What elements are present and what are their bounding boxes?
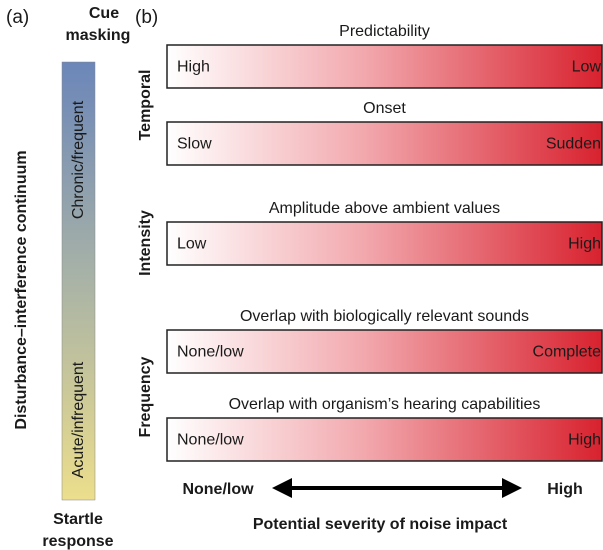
panel-label: (b) — [135, 7, 158, 28]
top-label: Cue — [89, 5, 119, 22]
gradient-bar — [166, 44, 603, 89]
gradient-bar — [166, 417, 603, 462]
group-label: Temporal — [137, 70, 154, 141]
row-title: Overlap with biologically relevant sound… — [240, 308, 529, 325]
scale-right: High — [547, 481, 583, 498]
right-end: High — [568, 236, 601, 253]
scale-caption: Potential severity of noise impact — [253, 516, 508, 533]
bottom-label: Startle — [53, 511, 103, 528]
left-end: High — [177, 59, 210, 76]
gradient-bar — [166, 121, 603, 166]
right-end: Sudden — [546, 136, 601, 153]
right-end: Complete — [533, 344, 602, 361]
top-label: masking — [66, 27, 131, 44]
row-title: Onset — [363, 100, 406, 117]
gradient-bar — [166, 329, 603, 374]
group-label: Frequency — [137, 356, 154, 437]
left-end: Slow — [177, 136, 212, 153]
right-end: Low — [572, 59, 602, 76]
group-label: Intensity — [137, 210, 154, 276]
upper-label: Chronic/frequent — [70, 100, 87, 219]
left-end: None/low — [177, 432, 244, 449]
axis-label: Disturbance–interference continuum — [13, 150, 30, 429]
rows: Temporal Predictability High Low Onset Slow Su… — [137, 23, 603, 462]
right-end: High — [568, 432, 601, 449]
row-title: Predictability — [339, 23, 430, 40]
lower-label: Acute/infrequent — [70, 361, 87, 478]
gradient-bar — [166, 221, 603, 266]
row-title: Amplitude above ambient values — [269, 200, 500, 217]
left-end: None/low — [177, 344, 244, 361]
panel-label: (a) — [6, 7, 29, 28]
continuum-bar — [61, 61, 96, 501]
left-end: Low — [177, 236, 207, 253]
scale-left: None/low — [182, 481, 254, 498]
bottom-label: response — [42, 533, 113, 550]
row-title: Overlap with organism’s hearing capabili… — [229, 396, 541, 413]
